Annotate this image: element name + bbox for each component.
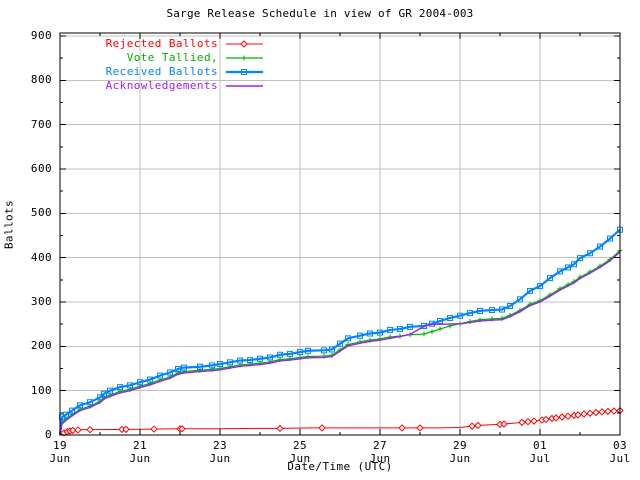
x-tick-label: Jun [209, 452, 231, 465]
x-tick-label: Jul [529, 452, 551, 465]
legend-label-vote-tallied: Vote Tallied, [126, 51, 218, 64]
y-tick-label: 500 [30, 206, 52, 220]
y-tick-label: 700 [30, 117, 52, 131]
legend-label-rejected-ballots: Rejected Ballots [105, 37, 218, 50]
y-tick-label: 100 [30, 383, 52, 397]
x-tick-label: Jun [129, 452, 151, 465]
y-tick-label: 900 [30, 29, 52, 42]
legend-label-acknowledgements: Acknowledgements [105, 79, 218, 92]
x-tick-label: 21 [132, 439, 148, 452]
x-tick-label: Jul [609, 452, 631, 465]
x-tick-label: Jun [449, 452, 471, 465]
x-tick-label: 01 [532, 439, 548, 452]
y-tick-label: 300 [30, 295, 52, 308]
chart-title: Sarge Release Schedule in view of GR 200… [166, 7, 474, 20]
x-axis-title: Date/Time (UTC) [287, 460, 393, 473]
y-tick-label: 200 [30, 339, 52, 353]
y-tick-label: 0 [44, 428, 52, 441]
y-tick-label: 600 [30, 162, 52, 175]
y-tick-label: 400 [30, 250, 52, 264]
x-tick-label: 25 [292, 439, 308, 452]
y-tick-label: 800 [30, 73, 52, 87]
x-tick-label: 27 [372, 439, 388, 452]
legend-label-received-ballots: Received Ballots [105, 65, 218, 78]
x-tick-label: Jun [289, 452, 311, 465]
x-tick-label: Jun [369, 452, 391, 465]
x-tick-label: 23 [212, 439, 228, 452]
x-tick-label: 29 [452, 439, 468, 452]
x-tick-label: Jun [49, 452, 71, 465]
x-tick-label: 03 [612, 439, 628, 452]
x-tick-label: 19 [52, 439, 68, 452]
